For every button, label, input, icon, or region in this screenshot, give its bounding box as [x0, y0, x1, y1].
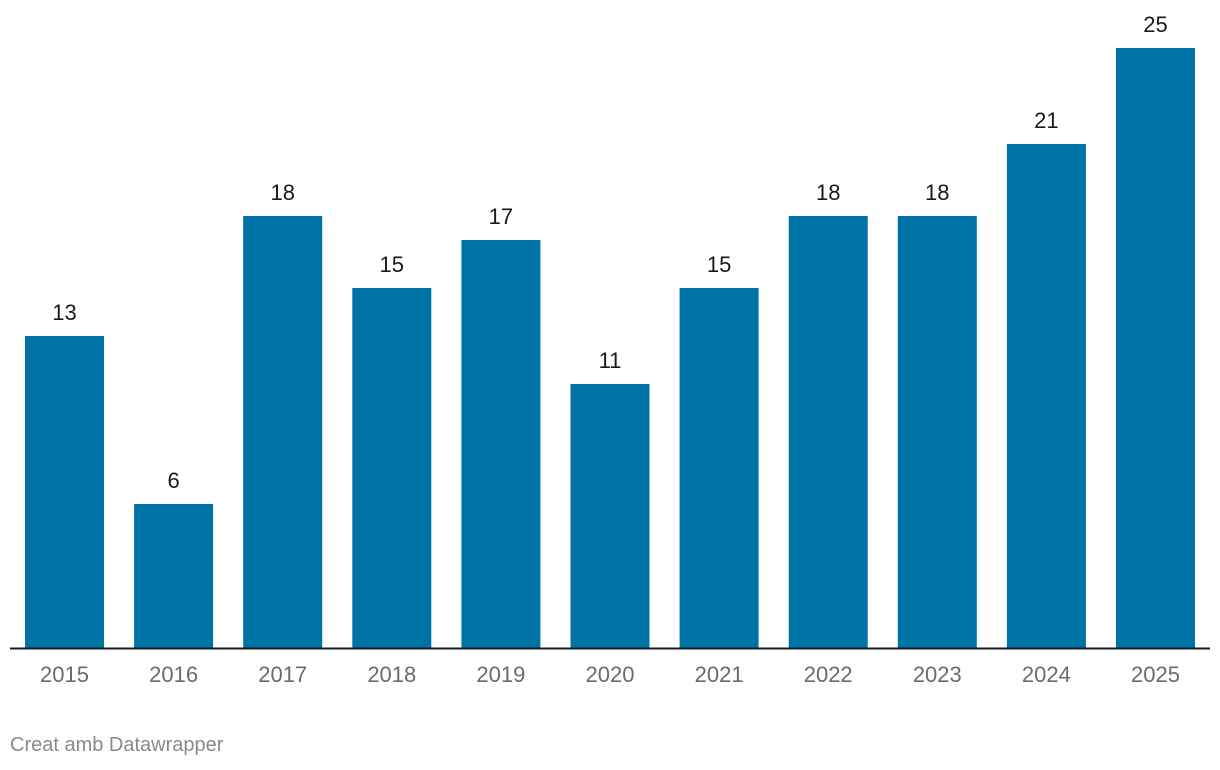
- bar-2018: [352, 288, 432, 648]
- bar-2015: [25, 336, 104, 648]
- x-tick-label-2020: 2020: [586, 662, 635, 687]
- value-label-2021: 15: [707, 252, 731, 277]
- bar-2020: [570, 384, 650, 648]
- value-label-2015: 13: [52, 300, 76, 325]
- bar-2016: [134, 504, 214, 648]
- value-label-2019: 17: [489, 204, 513, 229]
- value-label-2024: 21: [1034, 108, 1058, 133]
- x-tick-label-2015: 2015: [40, 662, 89, 687]
- value-label-2016: 6: [167, 468, 179, 493]
- x-tick-label-2024: 2024: [1022, 662, 1071, 687]
- value-labels-group: 13 6 18 15 17 11 15 18 18 21 25: [52, 12, 1167, 493]
- value-label-2022: 18: [816, 180, 840, 205]
- x-axis-tick-labels: 2015 2016 2017 2018 2019 2020 2021 2022 2023 2024…: [40, 662, 1180, 687]
- bar-2017: [243, 216, 323, 648]
- value-label-2025: 25: [1143, 12, 1167, 37]
- bar-2023: [897, 216, 977, 648]
- x-tick-label-2017: 2017: [258, 662, 307, 687]
- bar-2024: [1006, 144, 1086, 648]
- bars-group: [25, 48, 1195, 648]
- x-tick-label-2025: 2025: [1131, 662, 1180, 687]
- bar-2025: [1116, 48, 1195, 648]
- x-tick-label-2019: 2019: [476, 662, 525, 687]
- x-tick-label-2018: 2018: [367, 662, 416, 687]
- x-tick-label-2022: 2022: [804, 662, 853, 687]
- value-label-2020: 11: [599, 348, 622, 373]
- x-tick-label-2016: 2016: [149, 662, 198, 687]
- bar-2022: [788, 216, 868, 648]
- value-label-2017: 18: [270, 180, 294, 205]
- x-tick-label-2023: 2023: [913, 662, 962, 687]
- x-tick-label-2021: 2021: [695, 662, 744, 687]
- value-label-2023: 18: [925, 180, 949, 205]
- bar-2019: [461, 240, 541, 648]
- bar-2021: [679, 288, 759, 648]
- value-label-2018: 15: [380, 252, 404, 277]
- chart-credit: Creat amb Datawrapper: [10, 734, 224, 756]
